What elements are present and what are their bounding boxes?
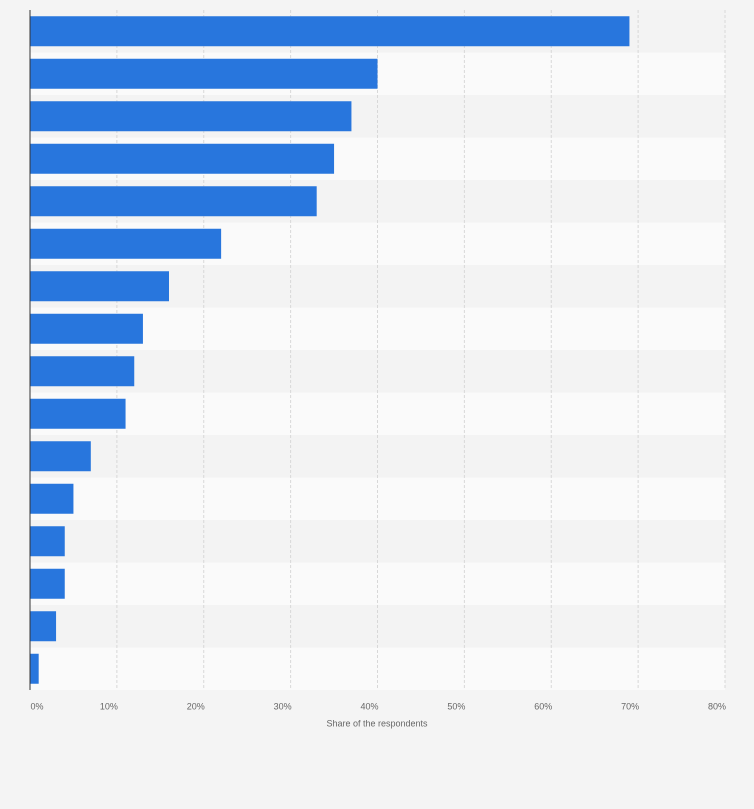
row-band <box>30 392 725 435</box>
row-band <box>30 647 725 690</box>
x-tick-label: 70% <box>621 701 639 711</box>
x-tick-label: 30% <box>274 701 292 711</box>
bar <box>30 101 352 132</box>
x-tick-label: 60% <box>534 701 552 711</box>
bar <box>30 356 135 387</box>
x-tick-label: 40% <box>360 701 378 711</box>
bar <box>30 611 57 642</box>
bar <box>30 313 143 344</box>
bar <box>30 398 126 429</box>
row-band <box>30 562 725 605</box>
bar <box>30 653 39 684</box>
bar <box>30 186 317 217</box>
x-tick-label: 0% <box>30 701 43 711</box>
x-tick-label: 50% <box>447 701 465 711</box>
x-tick-label: 20% <box>187 701 205 711</box>
bar <box>30 568 65 599</box>
bar <box>30 143 335 174</box>
x-axis-title: Share of the respondents <box>326 718 428 728</box>
bar <box>30 483 74 514</box>
row-band <box>30 477 725 520</box>
bar <box>30 441 91 472</box>
bar <box>30 526 65 557</box>
x-tick-label: 80% <box>708 701 726 711</box>
bar <box>30 271 169 302</box>
x-tick-label: 10% <box>100 701 118 711</box>
bar <box>30 228 222 259</box>
bar <box>30 16 630 47</box>
bar <box>30 58 378 89</box>
